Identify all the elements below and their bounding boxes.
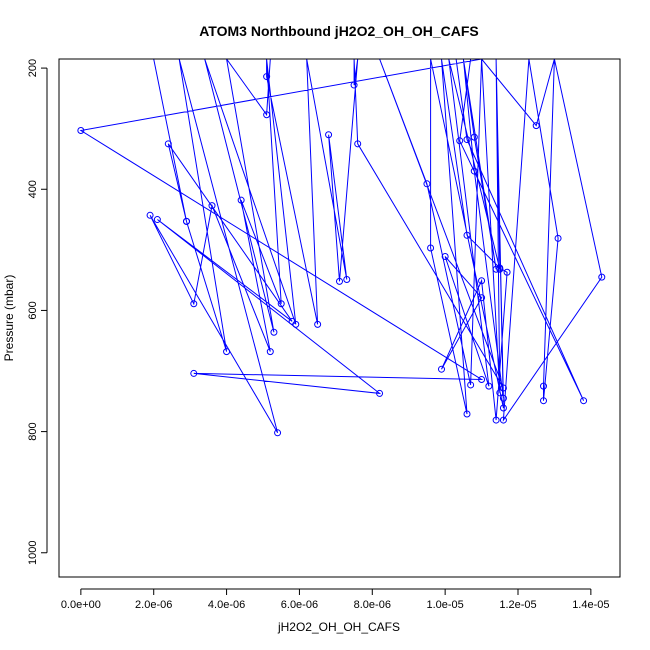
data-point [499, 416, 507, 424]
data-point [274, 429, 282, 437]
data-point [277, 300, 285, 308]
data-point [208, 202, 216, 210]
data-point [540, 397, 547, 405]
data-point [470, 167, 478, 175]
series-line [79, 59, 603, 434]
data-point [237, 196, 245, 204]
data-point [325, 131, 333, 139]
y-axis-label: Pressure (mbar) [2, 275, 16, 362]
data-point [496, 265, 504, 273]
axes: 0.0e+00 2.0e-06 4.0e-06 6.0e-06 8.0e-06 1.0e-… [27, 59, 610, 611]
y-tick-label: 600 [27, 301, 39, 319]
data-point [350, 81, 358, 89]
x-tick-label: 4.0e-06 [208, 599, 245, 611]
data-point [478, 294, 486, 302]
data-point [266, 348, 274, 356]
data-point [164, 140, 172, 148]
data-point [463, 410, 471, 418]
x-tick-label: 2.0e-06 [135, 599, 172, 611]
data-point [499, 394, 507, 402]
data-point [598, 273, 606, 281]
data-point [263, 73, 271, 81]
data-point [470, 133, 478, 141]
data-point [499, 404, 507, 412]
data-point [153, 216, 161, 224]
data-point [343, 276, 351, 284]
series-layer [77, 59, 606, 437]
data-point [554, 234, 562, 242]
data-point [423, 180, 431, 188]
data-point [354, 140, 362, 148]
data-point [532, 122, 540, 130]
data-point [540, 382, 547, 390]
data-point [270, 328, 278, 336]
data-point [263, 111, 271, 119]
data-point [485, 382, 493, 390]
data-point [438, 365, 445, 373]
data-point [314, 320, 322, 328]
y-tick-label: 800 [27, 422, 39, 440]
data-point [492, 265, 500, 273]
data-point [503, 268, 511, 276]
plot-frame [58, 58, 621, 578]
x-tick-label: 1.0e-05 [426, 599, 463, 611]
data-point [146, 211, 154, 219]
data-point [77, 126, 85, 134]
data-point [478, 375, 486, 383]
x-tick-label: 6.0e-06 [281, 599, 318, 611]
data-point [376, 389, 384, 397]
y-tick-label: 200 [27, 59, 39, 77]
data-point [580, 397, 588, 405]
data-point [441, 253, 449, 261]
data-point [463, 231, 471, 239]
data-point [463, 136, 471, 144]
data-point [190, 300, 198, 308]
data-point [467, 381, 475, 389]
x-axis-label: jH2O2_OH_OH_CAFS [277, 620, 400, 634]
data-point [456, 137, 464, 145]
x-tick-label: 1.4e-05 [572, 599, 609, 611]
x-tick-label: 8.0e-06 [354, 599, 391, 611]
data-point [288, 317, 296, 325]
y-tick-label: 1000 [27, 541, 39, 565]
y-tick-label: 400 [27, 180, 39, 198]
data-point [496, 389, 504, 397]
data-point [190, 369, 198, 377]
data-point [499, 384, 507, 392]
data-point [492, 416, 500, 424]
data-point [427, 244, 435, 252]
x-tick-label: 0.0e+00 [61, 599, 101, 611]
x-tick-label: 1.2e-05 [499, 599, 536, 611]
data-point [183, 217, 190, 225]
data-point [223, 348, 231, 356]
chart-title: ATOM3 Northbound jH2O2_OH_OH_CAFS [199, 23, 479, 39]
data-point [336, 277, 343, 285]
data-point [478, 277, 486, 285]
